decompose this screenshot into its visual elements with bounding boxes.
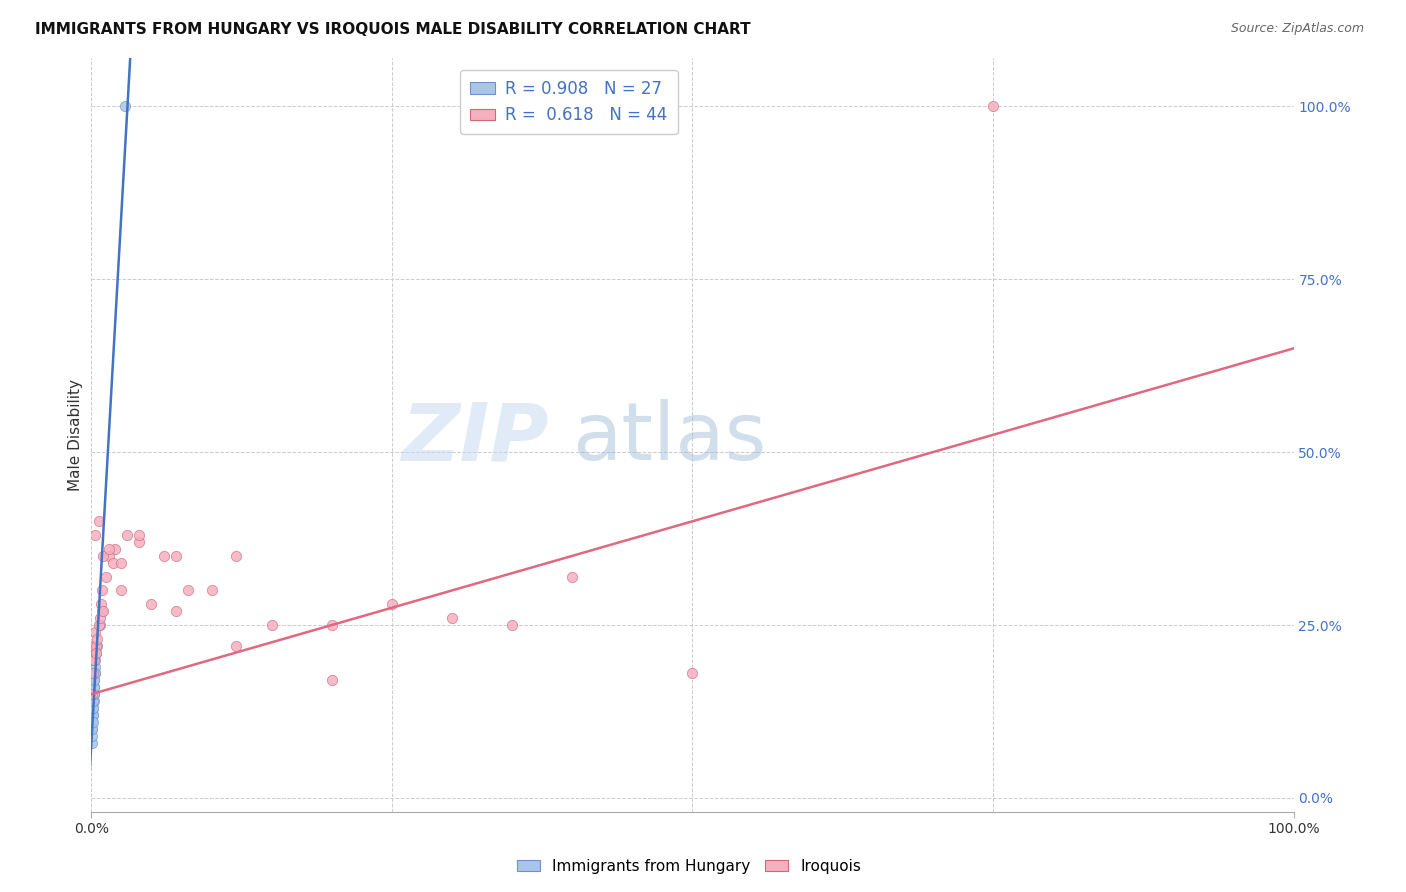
Point bbox=[80, 735, 103, 749]
Point bbox=[84, 624, 107, 639]
Point bbox=[83, 666, 105, 681]
Point bbox=[381, 597, 404, 611]
Point bbox=[114, 99, 136, 113]
Point bbox=[176, 583, 198, 598]
Point bbox=[84, 646, 107, 660]
Point bbox=[260, 618, 283, 632]
Legend: Immigrants from Hungary, Iroquois: Immigrants from Hungary, Iroquois bbox=[510, 853, 868, 880]
Point bbox=[83, 673, 105, 688]
Point bbox=[981, 99, 1004, 113]
Point bbox=[128, 535, 150, 549]
Point bbox=[110, 583, 132, 598]
Point bbox=[87, 618, 110, 632]
Point bbox=[90, 597, 112, 611]
Point bbox=[82, 694, 104, 708]
Point bbox=[84, 528, 107, 542]
Point bbox=[83, 652, 105, 666]
Point bbox=[82, 729, 104, 743]
Point bbox=[561, 569, 583, 583]
Point bbox=[152, 549, 174, 563]
Point bbox=[82, 707, 104, 722]
Point bbox=[83, 687, 105, 701]
Point bbox=[165, 604, 187, 618]
Text: ZIP: ZIP bbox=[401, 400, 548, 477]
Point bbox=[225, 639, 247, 653]
Point bbox=[83, 694, 105, 708]
Point bbox=[84, 659, 107, 673]
Point bbox=[91, 604, 114, 618]
Point bbox=[82, 701, 104, 715]
Point bbox=[80, 722, 103, 736]
Point bbox=[83, 673, 105, 688]
Point bbox=[82, 714, 104, 729]
Point bbox=[440, 611, 463, 625]
Point bbox=[91, 583, 114, 598]
Point bbox=[80, 687, 103, 701]
Point bbox=[83, 639, 105, 653]
Point bbox=[89, 618, 111, 632]
Point bbox=[681, 666, 703, 681]
Point bbox=[84, 639, 107, 653]
Point bbox=[86, 632, 108, 646]
Text: IMMIGRANTS FROM HUNGARY VS IROQUOIS MALE DISABILITY CORRELATION CHART: IMMIGRANTS FROM HUNGARY VS IROQUOIS MALE… bbox=[35, 22, 751, 37]
Y-axis label: Male Disability: Male Disability bbox=[67, 379, 83, 491]
Point bbox=[82, 707, 104, 722]
Point bbox=[110, 556, 132, 570]
Point bbox=[98, 549, 121, 563]
Point bbox=[86, 639, 108, 653]
Text: Source: ZipAtlas.com: Source: ZipAtlas.com bbox=[1230, 22, 1364, 36]
Point bbox=[84, 646, 107, 660]
Point bbox=[83, 680, 105, 694]
Point bbox=[321, 673, 343, 688]
Point bbox=[82, 701, 104, 715]
Point bbox=[501, 618, 523, 632]
Legend: R = 0.908   N = 27, R =  0.618   N = 44: R = 0.908 N = 27, R = 0.618 N = 44 bbox=[460, 70, 678, 135]
Point bbox=[93, 549, 115, 563]
Point bbox=[87, 514, 110, 528]
Point bbox=[82, 714, 104, 729]
Point bbox=[89, 611, 111, 625]
Point bbox=[83, 666, 105, 681]
Point bbox=[82, 722, 104, 736]
Text: atlas: atlas bbox=[572, 400, 766, 477]
Point bbox=[141, 597, 163, 611]
Point bbox=[321, 618, 343, 632]
Point bbox=[165, 549, 187, 563]
Point bbox=[101, 556, 124, 570]
Point bbox=[225, 549, 247, 563]
Point bbox=[128, 528, 150, 542]
Point bbox=[104, 541, 127, 556]
Point bbox=[83, 680, 105, 694]
Point bbox=[200, 583, 222, 598]
Point bbox=[83, 687, 105, 701]
Point bbox=[82, 666, 104, 681]
Point bbox=[94, 569, 117, 583]
Point bbox=[98, 541, 121, 556]
Point bbox=[84, 652, 107, 666]
Point bbox=[93, 604, 115, 618]
Point bbox=[117, 528, 139, 542]
Point bbox=[82, 652, 104, 666]
